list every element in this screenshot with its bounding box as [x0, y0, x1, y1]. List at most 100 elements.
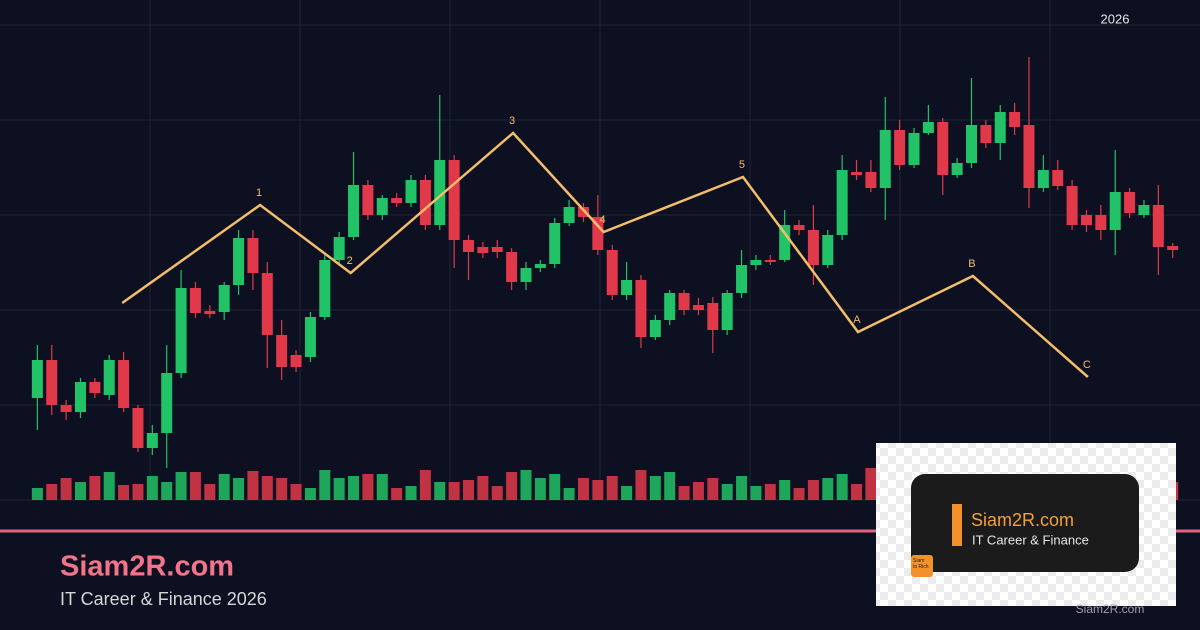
candle-body	[865, 172, 877, 188]
candle-body	[951, 163, 963, 175]
wave-line	[121, 131, 1089, 378]
brand-title: Siam2R.com	[60, 551, 234, 583]
volume-bar	[391, 488, 403, 500]
volume-bar	[577, 478, 589, 500]
volume-bar	[218, 474, 230, 500]
volume-bar	[563, 488, 575, 500]
candle-body	[1152, 205, 1164, 247]
volume-bar	[405, 486, 417, 500]
volume-bar	[31, 488, 43, 500]
volume-bar	[189, 472, 201, 500]
volume-bar	[204, 484, 216, 500]
candle-body	[103, 360, 115, 395]
wave-label: 2	[347, 255, 353, 267]
candle-body	[319, 260, 331, 317]
volume-bar	[233, 478, 245, 500]
candle-body	[779, 225, 791, 260]
candle-body	[276, 335, 288, 367]
volume-bar	[89, 476, 101, 500]
logo-badge	[911, 555, 933, 577]
volume-bar	[290, 484, 302, 500]
volume-bar	[448, 482, 460, 500]
candle-body	[994, 112, 1006, 143]
wave-label: 3	[509, 115, 515, 127]
candle-body	[161, 373, 173, 433]
candle-body	[132, 408, 144, 448]
candle-body	[534, 264, 546, 268]
candle-body	[1080, 215, 1092, 225]
candle-body	[218, 285, 230, 312]
candle-body	[577, 207, 589, 217]
volume-bar	[348, 476, 360, 500]
volume-bar	[549, 474, 561, 500]
candle-body	[477, 247, 489, 253]
candle-body	[721, 293, 733, 330]
candle-body	[592, 217, 604, 250]
candle-body	[1167, 246, 1179, 250]
candle-body	[506, 252, 518, 282]
candle-body	[233, 238, 245, 285]
candle-body	[31, 360, 43, 398]
volume-bar	[276, 478, 288, 500]
candle-body	[980, 125, 992, 143]
candle-body	[822, 235, 834, 265]
candle-body	[836, 170, 848, 235]
volume-bar	[621, 486, 633, 500]
candle-body	[405, 180, 417, 203]
candle-body	[520, 268, 532, 282]
volume-bar	[649, 476, 661, 500]
volume-bar	[319, 470, 331, 500]
volume-bar	[463, 480, 475, 500]
volume-bar	[175, 472, 187, 500]
candle-body	[1066, 186, 1078, 225]
candle-body	[261, 273, 273, 335]
wave-label: A	[853, 314, 861, 326]
candle-body	[937, 122, 949, 175]
logo-panel	[911, 474, 1139, 572]
candle-body	[189, 288, 201, 313]
volume-bar	[822, 478, 834, 500]
volume-bar	[118, 485, 130, 500]
candle-body	[922, 122, 934, 133]
badge-text: Siam to Rich	[913, 558, 929, 570]
volume-bar	[261, 476, 273, 500]
candle-body	[376, 198, 388, 215]
volume-bar	[161, 482, 173, 500]
candle-body	[146, 433, 158, 448]
volume-bar	[376, 474, 388, 500]
wave-label: 1	[256, 187, 262, 199]
volume-bar	[477, 476, 489, 500]
candle-body	[448, 160, 460, 240]
volume-bar	[333, 478, 345, 500]
candle-body	[419, 180, 431, 225]
logo-bar	[952, 504, 962, 546]
volume-bar	[721, 484, 733, 500]
volume-bar	[851, 484, 863, 500]
watermark: Siam2R.com	[1076, 602, 1145, 616]
candle-body	[649, 320, 661, 337]
candle-body	[204, 311, 216, 314]
wave-label: 5	[739, 159, 745, 171]
candle-body	[606, 250, 618, 295]
volume-bar	[132, 484, 144, 500]
volume-bar	[750, 486, 762, 500]
badge-box: Siam to Rich	[913, 558, 929, 570]
candle-body	[118, 360, 130, 408]
candle-body	[491, 247, 503, 252]
logo-title: Siam2R.com	[971, 510, 1074, 530]
volume-bar	[664, 472, 676, 500]
volume-bar	[362, 474, 374, 500]
candle-body	[764, 260, 776, 262]
candle-body	[1138, 205, 1150, 215]
volume-bar	[692, 482, 704, 500]
wave-label: B	[968, 258, 975, 270]
candle-body	[175, 288, 187, 373]
candle-body	[965, 125, 977, 163]
volume-bar	[606, 476, 618, 500]
volume-bar	[764, 484, 776, 500]
wave-label: 4	[600, 214, 606, 226]
volume-bar	[491, 486, 503, 500]
candle-body	[1095, 215, 1107, 230]
volume-bar	[434, 482, 446, 500]
